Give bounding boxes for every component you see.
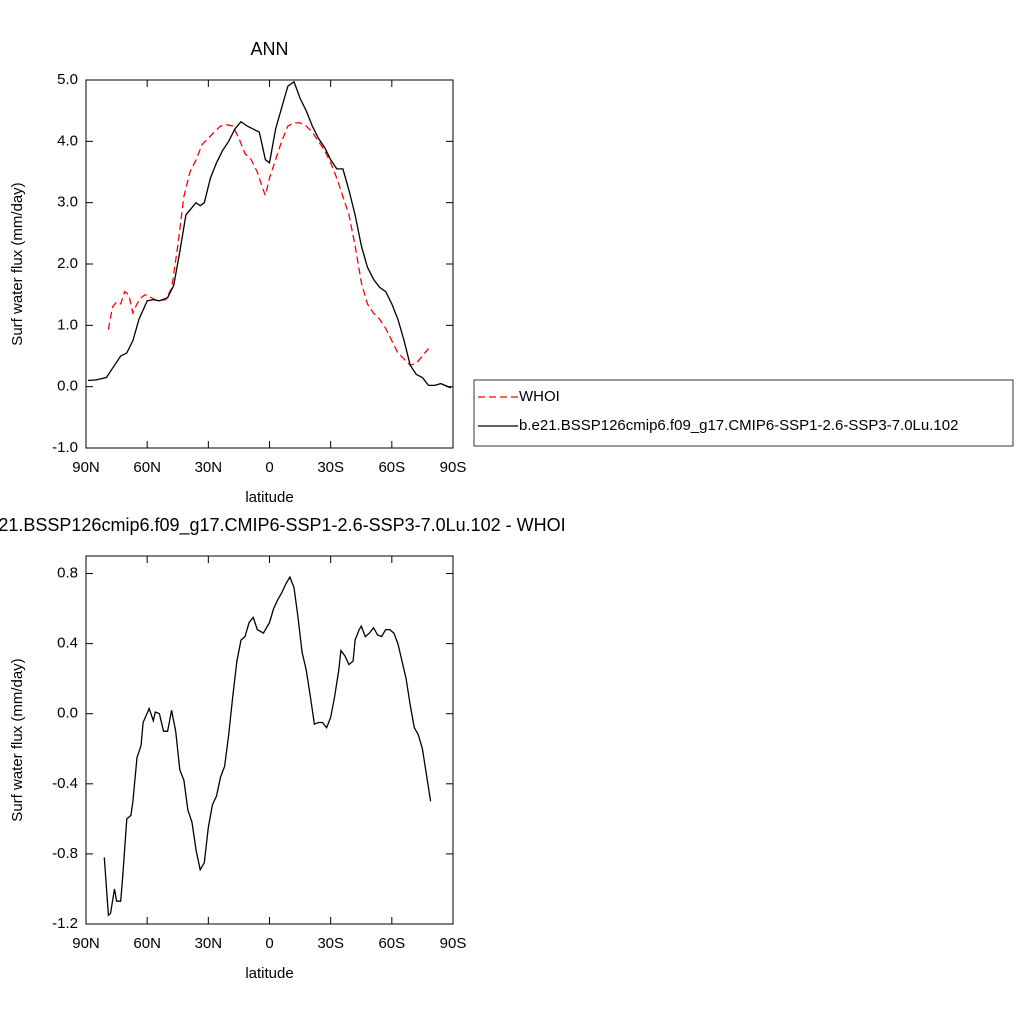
x-tick-label: 30S	[317, 459, 344, 476]
plot-frame	[85, 555, 454, 925]
y-tick-label: 1.0	[57, 316, 78, 333]
y-tick-label: 2.0	[57, 255, 78, 272]
x-axis-label: latitude	[245, 965, 293, 982]
x-tick-label: 30S	[317, 935, 344, 952]
x-tick-label: 30N	[195, 935, 223, 952]
y-tick-label: 5.0	[57, 71, 78, 88]
legend-label: WHOI	[519, 388, 560, 405]
x-tick-label: 60S	[378, 459, 405, 476]
x-tick-label: 0	[265, 935, 273, 952]
legend-label: b.e21.BSSP126cmip6.f09_g17.CMIP6-SSP1-2.…	[519, 417, 958, 434]
x-tick-label: 90N	[72, 459, 100, 476]
chart-title: b.e21.BSSP126cmip6.f09_g17.CMIP6-SSP1-2.…	[0, 515, 566, 536]
plot-frame	[85, 79, 454, 449]
y-axis-label: Surf water flux (mm/day)	[9, 658, 26, 821]
y-tick-label: 0.8	[57, 564, 78, 581]
y-tick-label: -1.2	[52, 915, 78, 932]
y-tick-label: -1.0	[52, 439, 78, 456]
y-tick-label: 4.0	[57, 132, 78, 149]
y-tick-label: -0.4	[52, 775, 78, 792]
x-tick-label: 30N	[195, 459, 223, 476]
x-tick-label: 90S	[440, 935, 467, 952]
x-tick-label: 60N	[133, 459, 161, 476]
y-tick-label: 3.0	[57, 194, 78, 211]
legend-box	[473, 379, 1014, 447]
x-tick-label: 0	[265, 459, 273, 476]
y-tick-label: 0.0	[57, 378, 78, 395]
x-tick-label: 60N	[133, 935, 161, 952]
data-line	[103, 575, 432, 917]
x-tick-label: 60S	[378, 935, 405, 952]
x-axis-label: latitude	[245, 489, 293, 506]
data-line	[107, 122, 430, 366]
chart-title: ANN	[250, 39, 288, 59]
x-tick-label: 90S	[440, 459, 467, 476]
data-line	[87, 80, 452, 389]
y-tick-label: 0.0	[57, 705, 78, 722]
y-axis-label: Surf water flux (mm/day)	[9, 182, 26, 345]
y-tick-label: -0.8	[52, 845, 78, 862]
y-tick-label: 0.4	[57, 635, 78, 652]
x-tick-label: 90N	[72, 935, 100, 952]
